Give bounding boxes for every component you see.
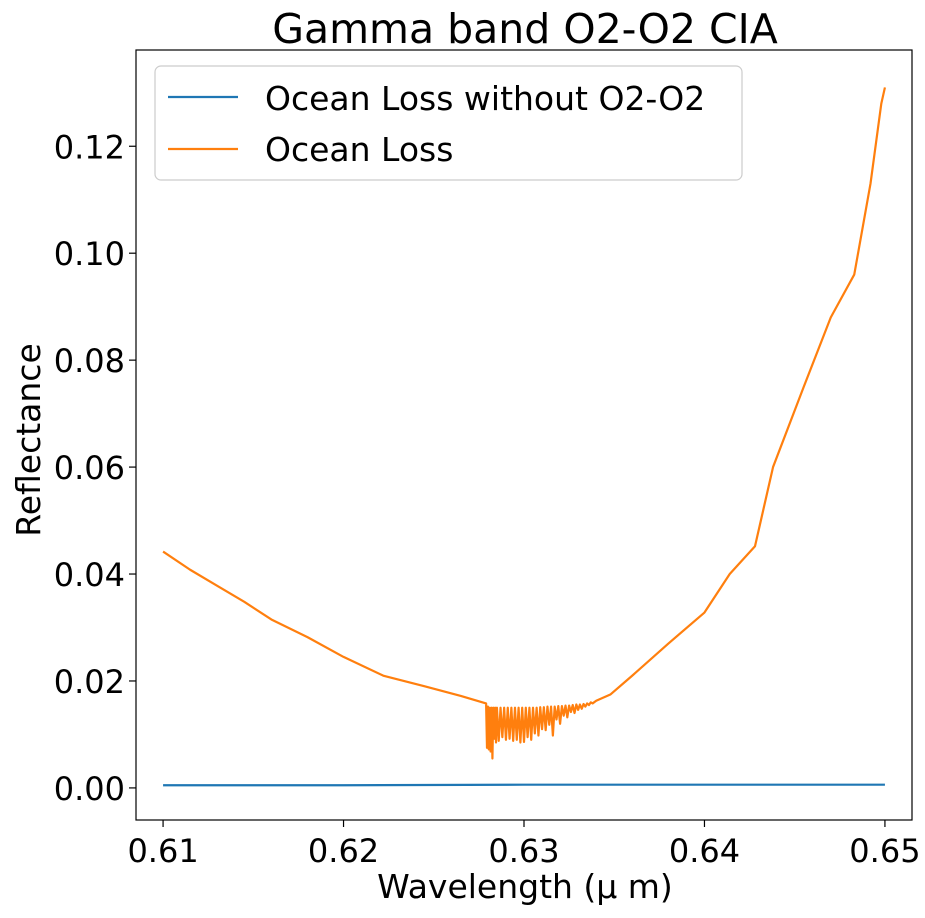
x-axis-label: Wavelength (μ m) (377, 867, 673, 906)
legend: Ocean Loss without O2-O2 Ocean Loss (154, 65, 743, 181)
y-tick-label: 0.00 (54, 770, 125, 808)
y-tick-label: 0.10 (54, 235, 125, 273)
series-layer (162, 87, 887, 787)
x-tick-label: 0.64 (669, 832, 740, 870)
y-tick-label: 0.08 (54, 342, 125, 380)
legend-box (154, 65, 743, 181)
y-axis-label: Reflectance (9, 343, 48, 537)
legend-label-ocean-loss-without-o2-o2: Ocean Loss without O2-O2 (265, 79, 705, 118)
x-axis: 0.61 0.62 0.63 0.64 0.65 (127, 820, 921, 870)
x-tick-label: 0.63 (488, 832, 559, 870)
y-tick-label: 0.06 (54, 449, 125, 487)
series-line-ocean-loss (162, 87, 887, 760)
y-axis: 0.00 0.02 0.04 0.06 0.08 0.10 0.12 (54, 128, 136, 808)
y-tick-label: 0.02 (54, 663, 125, 701)
x-tick-label: 0.61 (127, 832, 198, 870)
chart-title: Gamma band O2-O2 CIA (272, 5, 778, 53)
legend-label-ocean-loss: Ocean Loss (265, 130, 453, 169)
y-tick-label: 0.12 (54, 128, 125, 166)
y-tick-label: 0.04 (54, 556, 125, 594)
series-line-ocean-loss-without-o2-o2 (163, 783, 885, 787)
x-tick-label: 0.65 (849, 832, 920, 870)
x-tick-label: 0.62 (308, 832, 379, 870)
